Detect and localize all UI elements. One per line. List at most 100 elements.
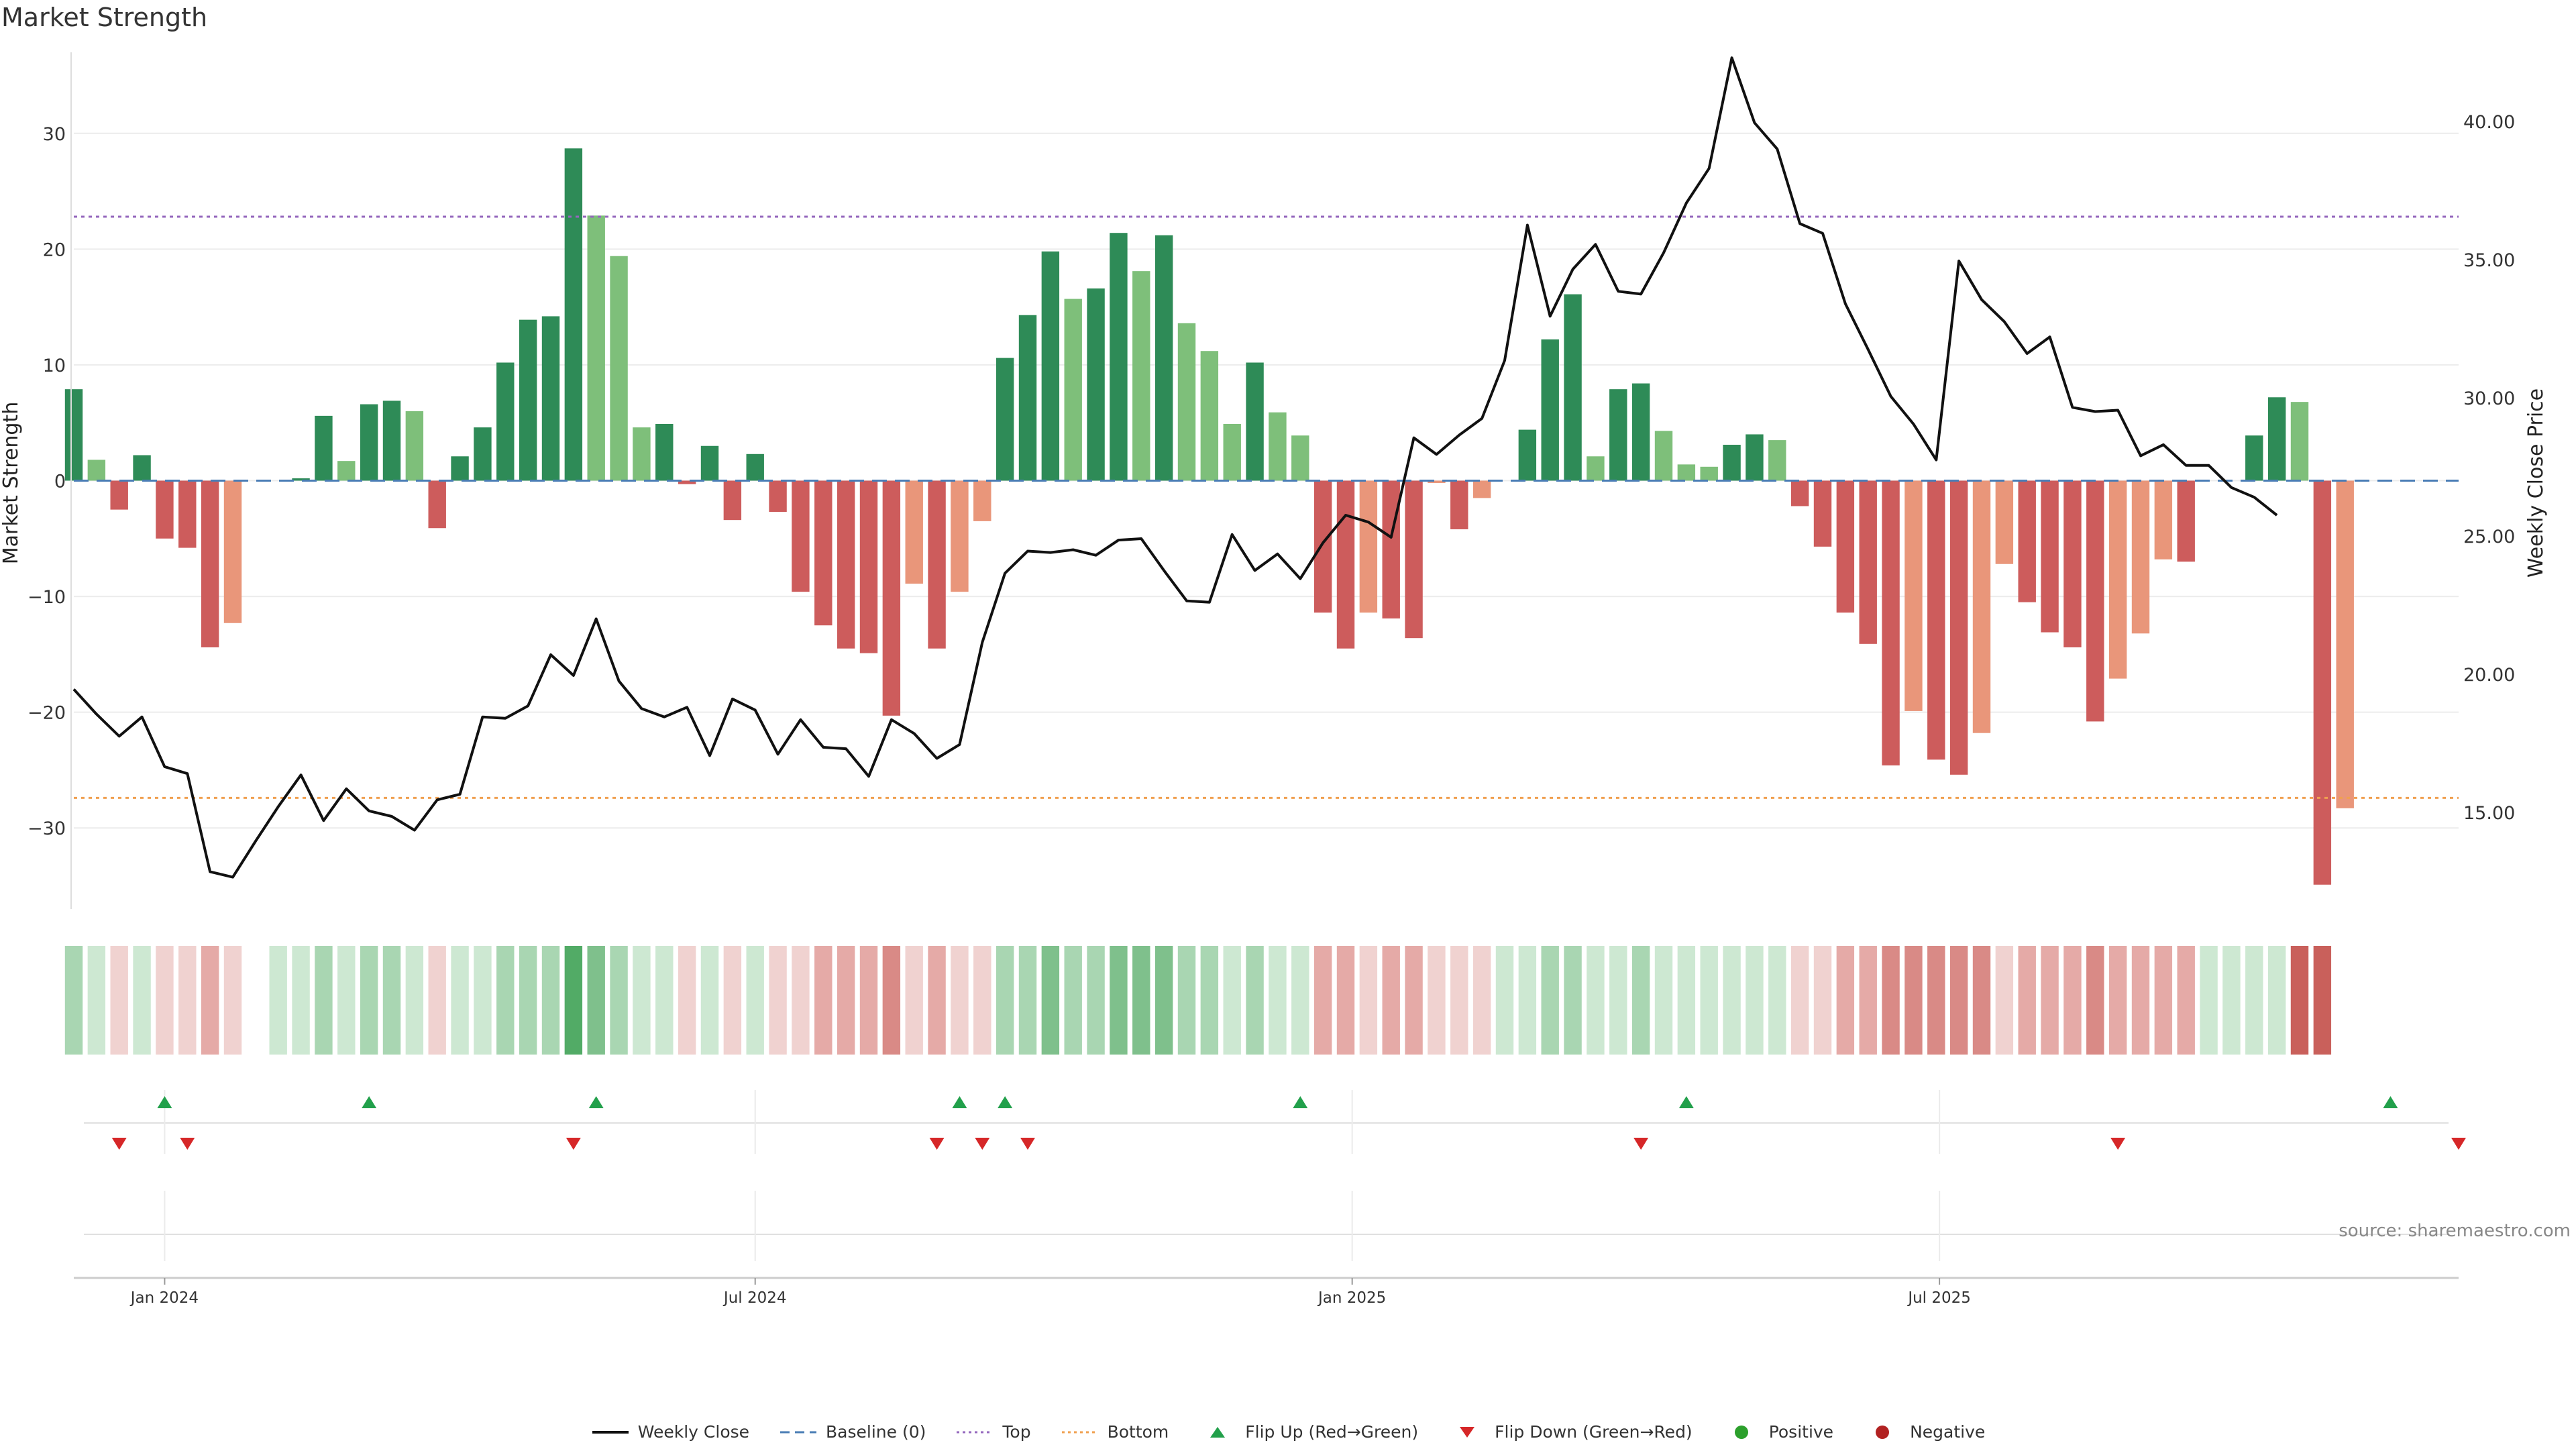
strength-bar: [2290, 402, 2309, 481]
strength-bar: [1677, 464, 1696, 481]
strength-bar: [1087, 288, 1105, 481]
strip-cell: [792, 946, 810, 1055]
strip-cell: [564, 946, 583, 1055]
strength-bar: [882, 480, 901, 716]
flip-down-marker: [929, 1138, 945, 1150]
strip-cell: [746, 946, 764, 1055]
strength-bar: [110, 480, 128, 510]
strip-cell: [1587, 946, 1605, 1055]
flip-up-marker: [1293, 1096, 1308, 1108]
legend: Weekly Close Baseline (0) Top Bottom Flip Up…: [0, 1422, 2576, 1444]
bars-layer: [64, 148, 2354, 885]
strength-bar: [1768, 440, 1786, 481]
strip-cell: [64, 946, 83, 1055]
strip-cell: [655, 946, 674, 1055]
strength-bar: [1223, 423, 1241, 481]
strength-bar: [2267, 397, 2286, 481]
strip-cell: [882, 946, 901, 1055]
strength-bar: [1927, 480, 1945, 760]
strip-cell: [541, 946, 560, 1055]
strip-cell: [1927, 946, 1945, 1055]
y-tick-label: 20: [43, 239, 66, 260]
strip-cell: [1336, 946, 1355, 1055]
strength-bar: [1155, 235, 1173, 481]
strip-cell: [678, 946, 696, 1055]
strip-cell: [1450, 946, 1468, 1055]
strip-cell: [1359, 946, 1378, 1055]
strip-cell: [1995, 946, 2014, 1055]
strip-cell: [1859, 946, 1877, 1055]
strip-cell: [1904, 946, 1923, 1055]
strip-cell: [87, 946, 106, 1055]
strip-cell: [1813, 946, 1832, 1055]
strength-bar: [2041, 480, 2059, 633]
x-tick-label: Jan 2025: [1317, 1289, 1386, 1307]
strip-cell: [1972, 946, 1991, 1055]
legend-dot-icon: [1734, 1425, 1748, 1439]
strip-cell: [1746, 946, 1764, 1055]
strength-bar: [201, 480, 219, 647]
strip-cell: [1609, 946, 1627, 1055]
reference-lines: [74, 215, 2459, 799]
strength-bar: [700, 445, 719, 481]
strength-bar: [1723, 445, 1741, 481]
strip-cell: [2200, 946, 2218, 1055]
legend-swatch: [957, 1431, 994, 1433]
strip-cell: [451, 946, 469, 1055]
strength-bar: [610, 256, 628, 481]
y2-tick-label: 25.00: [2463, 527, 2515, 547]
strength-bar: [2336, 480, 2354, 808]
y2-tick-label: 40.00: [2463, 112, 2515, 133]
strip-cell: [269, 946, 287, 1055]
strip-cell: [496, 946, 515, 1055]
strength-bar: [1336, 480, 1355, 649]
flip-up-marker: [157, 1096, 172, 1108]
strip-cell: [1064, 946, 1082, 1055]
y-tick-label: −30: [28, 818, 66, 839]
strip-cell: [610, 946, 628, 1055]
strength-bar: [1859, 480, 1877, 644]
strength-bar: [1018, 315, 1037, 481]
strength-bar: [474, 427, 492, 481]
strip-cell: [315, 946, 333, 1055]
strip-cell: [2177, 946, 2195, 1055]
flip-down-marker: [566, 1138, 581, 1150]
strip-cell: [1041, 946, 1060, 1055]
strip-cell: [360, 946, 378, 1055]
strength-bar: [337, 461, 356, 481]
strength-bar: [1746, 434, 1764, 481]
strip-cell: [1200, 946, 1219, 1055]
legend-swatch: [1460, 1426, 1475, 1438]
legend-label: Flip Down (Green→Red): [1495, 1422, 1693, 1442]
strength-bar: [814, 480, 833, 626]
strength-bar: [746, 453, 764, 481]
strip-cell: [519, 946, 537, 1055]
strip-cell: [1110, 946, 1128, 1055]
strip-cell: [133, 946, 151, 1055]
legend-swatch: [780, 1431, 817, 1433]
strip-cell: [2245, 946, 2263, 1055]
strip-cell: [156, 946, 174, 1055]
strip-cell: [428, 946, 446, 1055]
strength-bar: [519, 319, 537, 481]
strength-bar: [837, 480, 855, 649]
strength-bar: [1110, 233, 1128, 481]
source-note: source: sharemaestro.com: [2339, 1221, 2571, 1241]
y-tick-label: 30: [43, 124, 66, 145]
legend-label: Negative: [1910, 1422, 1986, 1442]
flip-down-marker: [2451, 1138, 2466, 1150]
legend-swatch: [1061, 1431, 1098, 1433]
strip-cell: [1246, 946, 1264, 1055]
flip-markers: [84, 1090, 2466, 1261]
strip-cell: [2290, 946, 2309, 1055]
strip-cell: [1654, 946, 1673, 1055]
strip-cell: [405, 946, 424, 1055]
strength-bar: [1291, 435, 1309, 481]
strength-bar: [360, 404, 378, 481]
strength-bar: [1654, 431, 1673, 481]
y2-axis-title: Weekly Close Price: [2524, 388, 2548, 578]
strip-cell: [1428, 946, 1446, 1055]
strength-bar: [2086, 480, 2104, 722]
strength-bar: [1472, 480, 1491, 498]
strength-bar: [1995, 480, 2014, 564]
